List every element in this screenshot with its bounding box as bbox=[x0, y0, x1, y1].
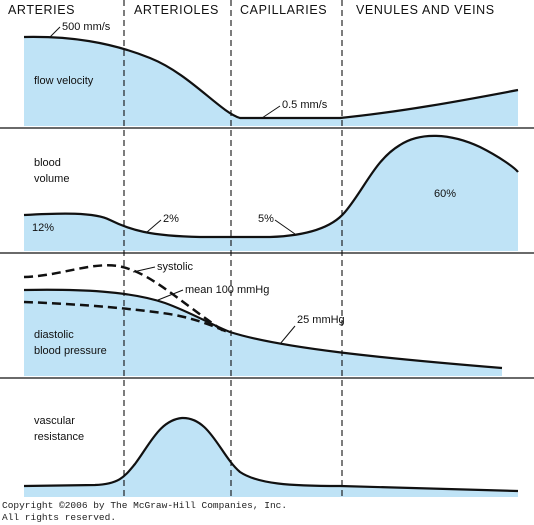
arterioles-volume-pointer bbox=[146, 219, 162, 233]
capillary-pressure-label: 25 mmHg bbox=[297, 314, 345, 326]
blood-volume-label-line1: blood bbox=[34, 157, 61, 169]
systolic-label: systolic bbox=[157, 261, 194, 273]
segment-label-arteries: ARTERIES bbox=[8, 3, 75, 17]
capillaries-velocity-pointer bbox=[261, 105, 281, 119]
arteries-volume-pct: 12% bbox=[32, 222, 54, 234]
capillary-pressure-pointer bbox=[279, 325, 296, 345]
segment-label-venules-veins: VENULES AND VEINS bbox=[356, 3, 495, 17]
copyright-line1: Copyright ©2006 by The McGraw-Hill Compa… bbox=[2, 500, 288, 511]
vascular-resistance-curve bbox=[23, 416, 519, 493]
flow-velocity-label: flow velocity bbox=[34, 75, 94, 87]
segment-label-capillaries: CAPILLARIES bbox=[240, 3, 327, 17]
arteries-velocity-value: 500 mm/s bbox=[62, 21, 111, 33]
vascular-resistance-label-line1: vascular bbox=[34, 415, 75, 427]
mean-pressure-label: mean 100 mmHg bbox=[185, 284, 269, 296]
flow-velocity-area bbox=[24, 36, 518, 127]
vascular-resistance-area bbox=[24, 417, 518, 497]
veins-volume-pct: 60% bbox=[434, 188, 456, 200]
capillaries-volume-pointer bbox=[274, 219, 296, 235]
flow-velocity-curve bbox=[23, 35, 519, 120]
capillaries-velocity-value: 0.5 mm/s bbox=[282, 99, 328, 111]
blood-pressure-area bbox=[24, 289, 502, 376]
arteries-velocity-pointer bbox=[49, 26, 61, 38]
copyright-line2: All rights reserved. bbox=[2, 512, 117, 523]
diastolic-pressure-curve bbox=[23, 300, 229, 334]
capillaries-volume-pct: 5% bbox=[258, 213, 274, 225]
segment-label-arterioles: ARTERIOLES bbox=[134, 3, 219, 17]
arterioles-volume-pct: 2% bbox=[163, 213, 179, 225]
blood-volume-label-line2: volume bbox=[34, 173, 69, 185]
systolic-pointer bbox=[132, 266, 156, 273]
blood-pressure-label-line2: blood pressure bbox=[34, 345, 107, 357]
mean-pressure-pointer bbox=[157, 289, 184, 301]
blood-pressure-label-line1: diastolic bbox=[34, 329, 74, 341]
systolic-pressure-curve bbox=[23, 264, 226, 334]
vascular-resistance-label-line2: resistance bbox=[34, 431, 84, 443]
blood-volume-area bbox=[24, 135, 518, 251]
